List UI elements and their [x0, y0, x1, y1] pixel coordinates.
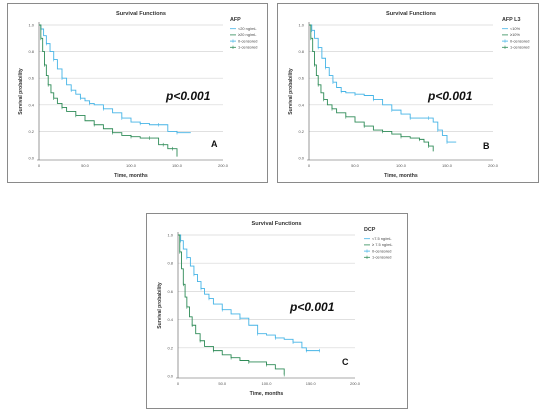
survival-curve-2: [309, 24, 434, 152]
x-axis-label: Time, months: [384, 173, 418, 179]
x-tick-label: 50.0: [218, 381, 227, 386]
y-tick-label: 0.6: [298, 76, 304, 81]
legend-title: AFP L3: [502, 17, 520, 23]
legend-entry: ≥ 7.5 ng/mL: [372, 242, 393, 247]
x-tick-label: 200.0: [218, 163, 229, 168]
panel-label: A: [211, 139, 218, 149]
x-tick-label: 50.0: [81, 163, 90, 168]
x-tick-label: 150.0: [442, 163, 453, 168]
legend-title: AFP: [230, 17, 241, 23]
y-tick-label: 0.0: [28, 156, 34, 161]
x-tick-label: 200.0: [350, 381, 361, 386]
y-tick-label: 0.4: [167, 317, 173, 322]
y-tick-label: 0.8: [28, 49, 34, 54]
x-tick-label: 100.0: [261, 381, 272, 386]
x-tick-label: 0: [177, 381, 180, 386]
y-tick-label: 0.0: [298, 156, 304, 161]
y-tick-label: 0.4: [298, 102, 304, 107]
legend-title: DCP: [364, 227, 376, 233]
legend-entry: 1-censored: [372, 255, 391, 260]
panel-label: C: [342, 357, 349, 367]
survival-panel-dcp: Survival Functions 0.0 0.2 0.4 0.6 0.8 1.0 0 50.…: [146, 213, 408, 409]
p-value-annotation: p<0.001: [427, 89, 473, 103]
y-tick-label: 0.6: [167, 289, 173, 294]
y-tick-label: 0.2: [167, 345, 173, 350]
panel-label: B: [483, 141, 490, 151]
chart-title: Survival Functions: [251, 221, 301, 227]
x-tick-label: 0: [38, 163, 41, 168]
p-value-annotation: p<0.001: [165, 89, 211, 103]
legend-entry: ≥10%: [510, 32, 520, 37]
legend-entry: 0-censored: [372, 248, 391, 253]
p-value-annotation: p<0.001: [289, 300, 335, 314]
y-tick-label: 0.6: [28, 76, 34, 81]
x-tick-label: 150.0: [172, 163, 183, 168]
x-tick-label: 50.0: [351, 163, 360, 168]
x-tick-label: 150.0: [306, 381, 317, 386]
survival-curve-2: [178, 234, 285, 375]
x-axis-label: Time, months: [114, 173, 148, 179]
x-tick-label: 100.0: [126, 163, 137, 168]
chart-dcp: Survival Functions 0.0 0.2 0.4 0.6 0.8 1.0 0 50.…: [157, 221, 393, 397]
y-tick-label: 0.2: [298, 129, 304, 134]
survival-curve-1: [309, 24, 457, 143]
y-tick-label: 0.8: [298, 49, 304, 54]
y-tick-label: 0.2: [28, 129, 34, 134]
survival-panel-afp: Survival Functions 0.0 0.2 0.4 0.6 0.8 1.0 0 50.…: [7, 3, 268, 183]
x-tick-label: 200.0: [488, 163, 499, 168]
survival-curve-1: [39, 24, 191, 134]
x-axis-label: Time, months: [250, 391, 284, 397]
legend-entry: 1-censored: [238, 45, 257, 50]
y-tick-label: 0.0: [167, 374, 173, 379]
chart-afp-l3: Survival Functions 0.0 0.2 0.4 0.6 0.8 1.0 0 50.…: [288, 11, 529, 179]
survival-curve-2: [39, 24, 178, 157]
y-axis-label: Survival probability: [288, 68, 294, 115]
x-tick-label: 0: [308, 163, 311, 168]
legend-entry: ≥20 ng/mL: [238, 32, 257, 37]
y-axis-label: Survival probability: [18, 68, 24, 115]
legend-entry: <7.5 ng/mL: [372, 236, 392, 241]
y-tick-label: 1.0: [167, 233, 173, 238]
legend-entry: 1-censored: [510, 45, 529, 50]
survival-panel-afp-l3: Survival Functions 0.0 0.2 0.4 0.6 0.8 1.0 0 50.…: [277, 3, 539, 183]
legend-entry: <10%: [510, 26, 521, 31]
legend-entry: 0-censored: [510, 38, 529, 43]
chart-title: Survival Functions: [386, 11, 436, 17]
chart-afp: Survival Functions 0.0 0.2 0.4 0.6 0.8 1.0 0 50.…: [18, 11, 257, 179]
y-tick-label: 0.4: [28, 102, 34, 107]
y-tick-label: 0.8: [167, 261, 173, 266]
y-tick-label: 1.0: [28, 23, 34, 28]
y-tick-label: 1.0: [298, 23, 304, 28]
legend-entry: <20 ng/mL: [238, 26, 257, 31]
chart-title: Survival Functions: [116, 11, 166, 17]
x-tick-label: 100.0: [396, 163, 407, 168]
legend-entry: 0-censored: [238, 38, 257, 43]
y-axis-label: Survival probability: [157, 282, 163, 329]
